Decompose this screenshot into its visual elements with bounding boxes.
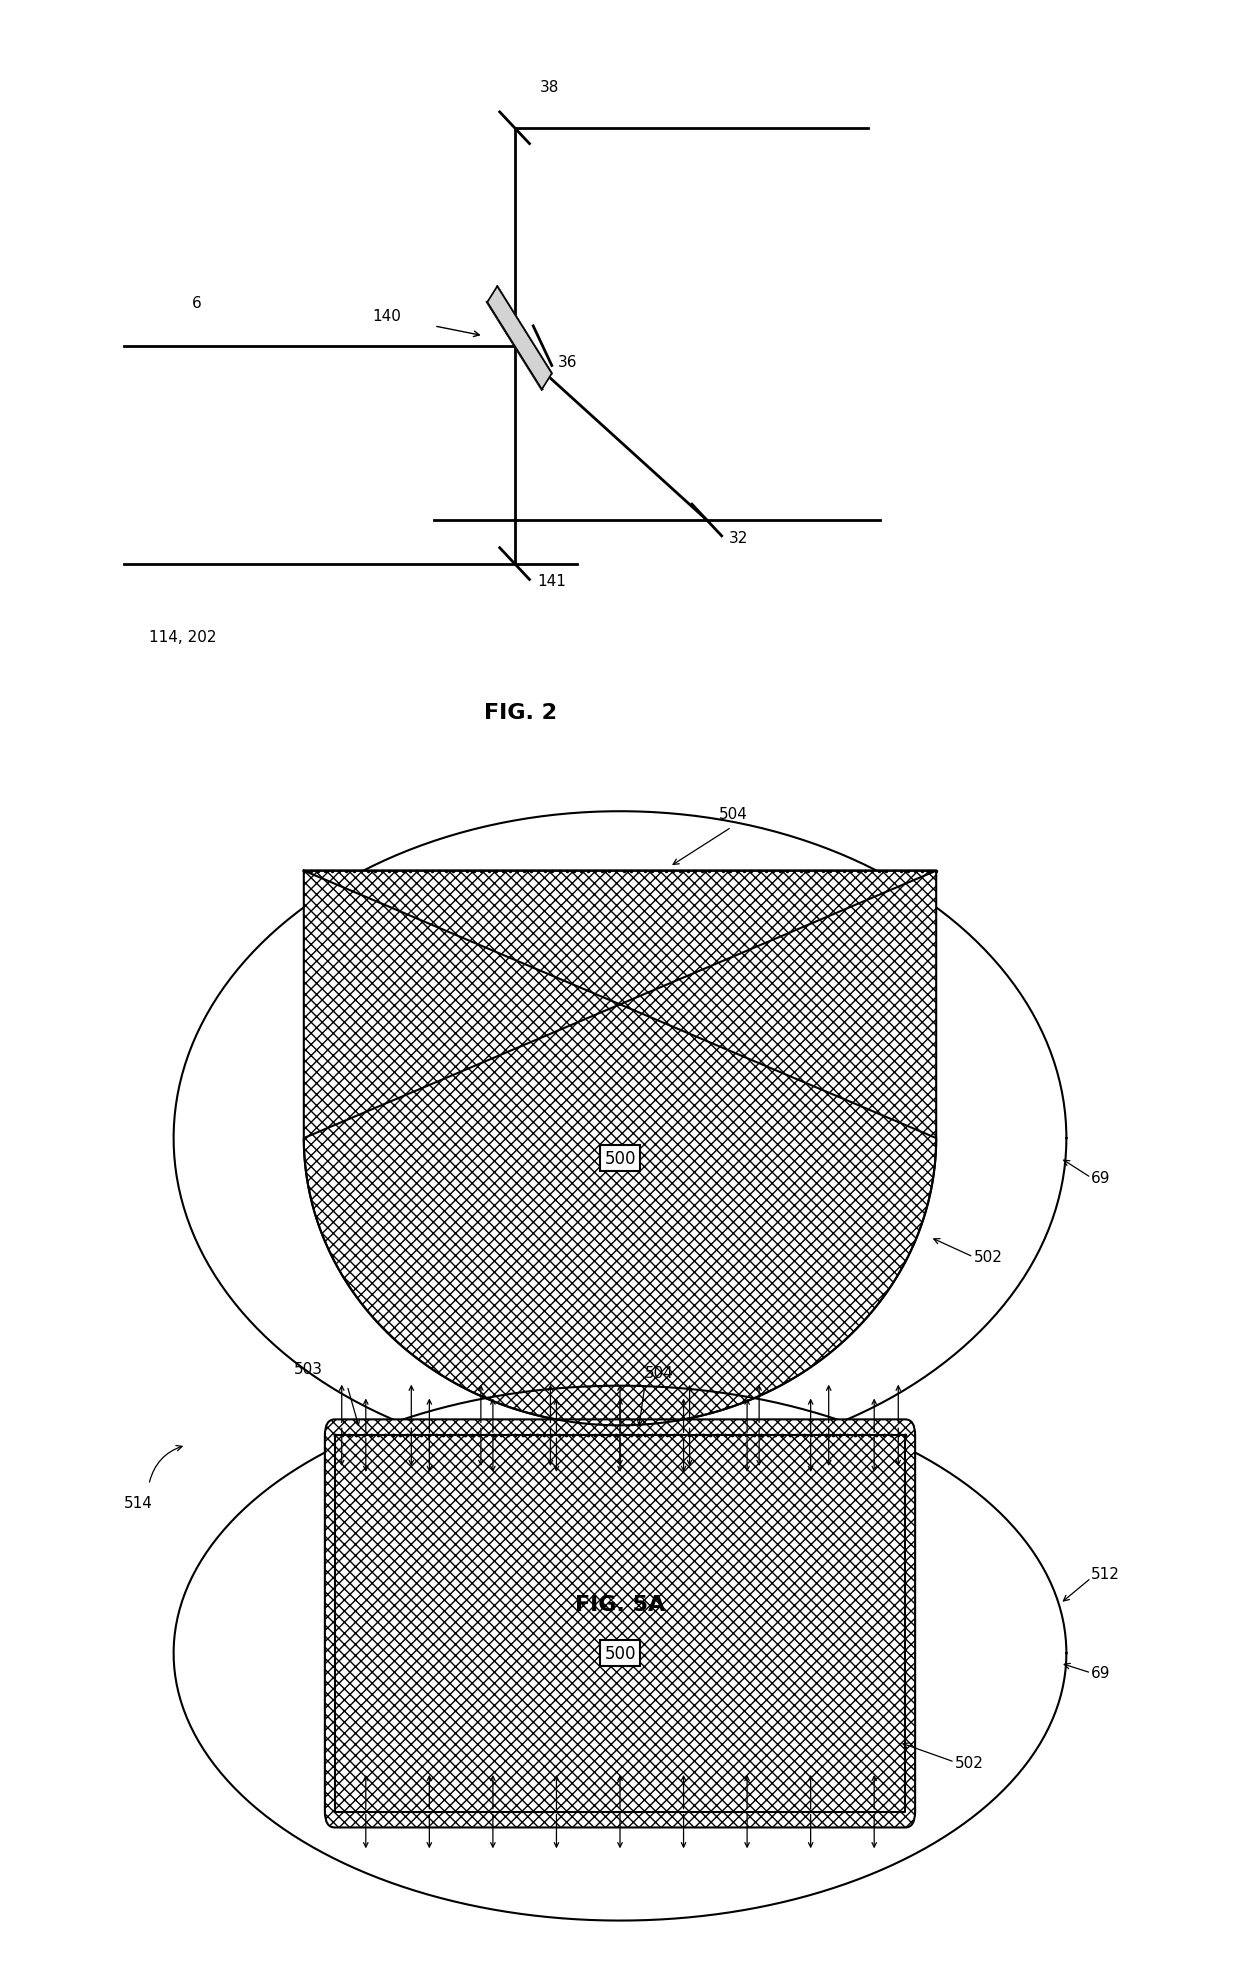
Polygon shape [487, 287, 552, 390]
Text: 69: 69 [1091, 1170, 1111, 1186]
Text: 140: 140 [372, 309, 401, 325]
Text: 502: 502 [955, 1754, 983, 1770]
Text: 38: 38 [539, 79, 559, 95]
Text: FIG. 5A: FIG. 5A [575, 1594, 665, 1614]
Text: 504: 504 [719, 806, 748, 822]
Text: 512: 512 [1091, 1566, 1120, 1582]
Text: 502: 502 [973, 1249, 1002, 1265]
Text: 114, 202: 114, 202 [149, 630, 216, 645]
Text: 69: 69 [1091, 1665, 1111, 1681]
Text: 32: 32 [729, 531, 749, 546]
Text: FIG. 2: FIG. 2 [485, 703, 557, 723]
FancyBboxPatch shape [325, 1420, 915, 1828]
Polygon shape [304, 871, 936, 1426]
Text: 500: 500 [604, 1148, 636, 1168]
Text: 503: 503 [294, 1360, 322, 1376]
Text: 504: 504 [645, 1364, 673, 1380]
Text: 500: 500 [604, 1643, 636, 1663]
Text: 514: 514 [124, 1495, 153, 1511]
Text: 141: 141 [537, 574, 565, 590]
Text: 6: 6 [192, 295, 202, 311]
Text: 36: 36 [558, 354, 578, 370]
